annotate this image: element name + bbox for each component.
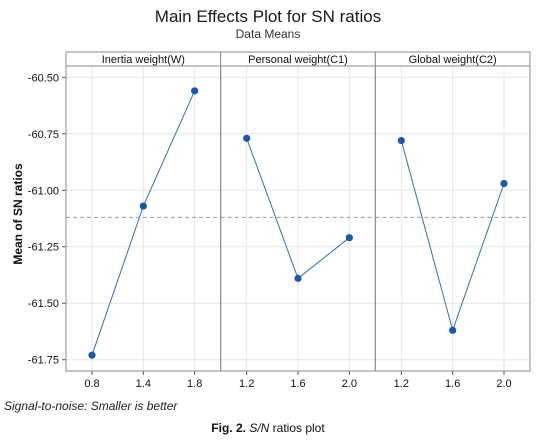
x-tick-label: 1.6 bbox=[290, 378, 305, 390]
y-tick-label: -60.75 bbox=[28, 129, 59, 141]
x-tick-label: 1.4 bbox=[136, 378, 151, 390]
y-tick-label: -61.25 bbox=[28, 242, 59, 254]
panel-title: Personal weight(C1) bbox=[248, 54, 348, 66]
x-tick-label: 2.0 bbox=[342, 378, 357, 390]
x-tick-label: 0.8 bbox=[84, 378, 99, 390]
signal-to-noise-note: Signal-to-noise: Smaller is better bbox=[4, 399, 178, 413]
caption-text: ratios plot bbox=[269, 421, 325, 435]
x-tick-label: 1.8 bbox=[187, 378, 202, 390]
data-point bbox=[88, 351, 96, 359]
chart-title: Main Effects Plot for SN ratios bbox=[155, 7, 381, 26]
y-tick-label: -61.00 bbox=[28, 185, 59, 197]
figure-caption: Fig. 2. S/N ratios plot bbox=[0, 421, 536, 435]
data-point bbox=[243, 134, 251, 142]
y-tick-label: -61.50 bbox=[28, 298, 59, 310]
data-point bbox=[449, 326, 457, 334]
caption-italic: S/N bbox=[249, 421, 270, 435]
y-tick-label: -60.50 bbox=[28, 72, 59, 84]
y-tick-label: -61.75 bbox=[28, 355, 59, 367]
x-tick-label: 1.2 bbox=[394, 378, 409, 390]
panel-title: Inertia weight(W) bbox=[102, 54, 185, 66]
plot-area: -60.50 -60.75 -61.00 -61.25 -61.50 -61.75 Iner… bbox=[28, 51, 531, 390]
data-point bbox=[397, 136, 405, 145]
x-tick-label: 1.2 bbox=[239, 378, 254, 390]
panel-border bbox=[374, 65, 531, 372]
data-point bbox=[345, 234, 353, 242]
x-tick-label: 1.6 bbox=[445, 378, 460, 390]
chart-subtitle: Data Means bbox=[236, 27, 301, 41]
data-point bbox=[294, 274, 302, 282]
data-point bbox=[191, 87, 199, 95]
data-point bbox=[139, 202, 147, 210]
y-axis-label: Mean of SN ratios bbox=[11, 163, 25, 265]
data-point bbox=[500, 179, 508, 188]
x-tick-label: 2.0 bbox=[496, 378, 511, 390]
caption-label: Fig. 2. bbox=[211, 421, 246, 435]
panel-title: Global weight(C2) bbox=[409, 54, 497, 66]
